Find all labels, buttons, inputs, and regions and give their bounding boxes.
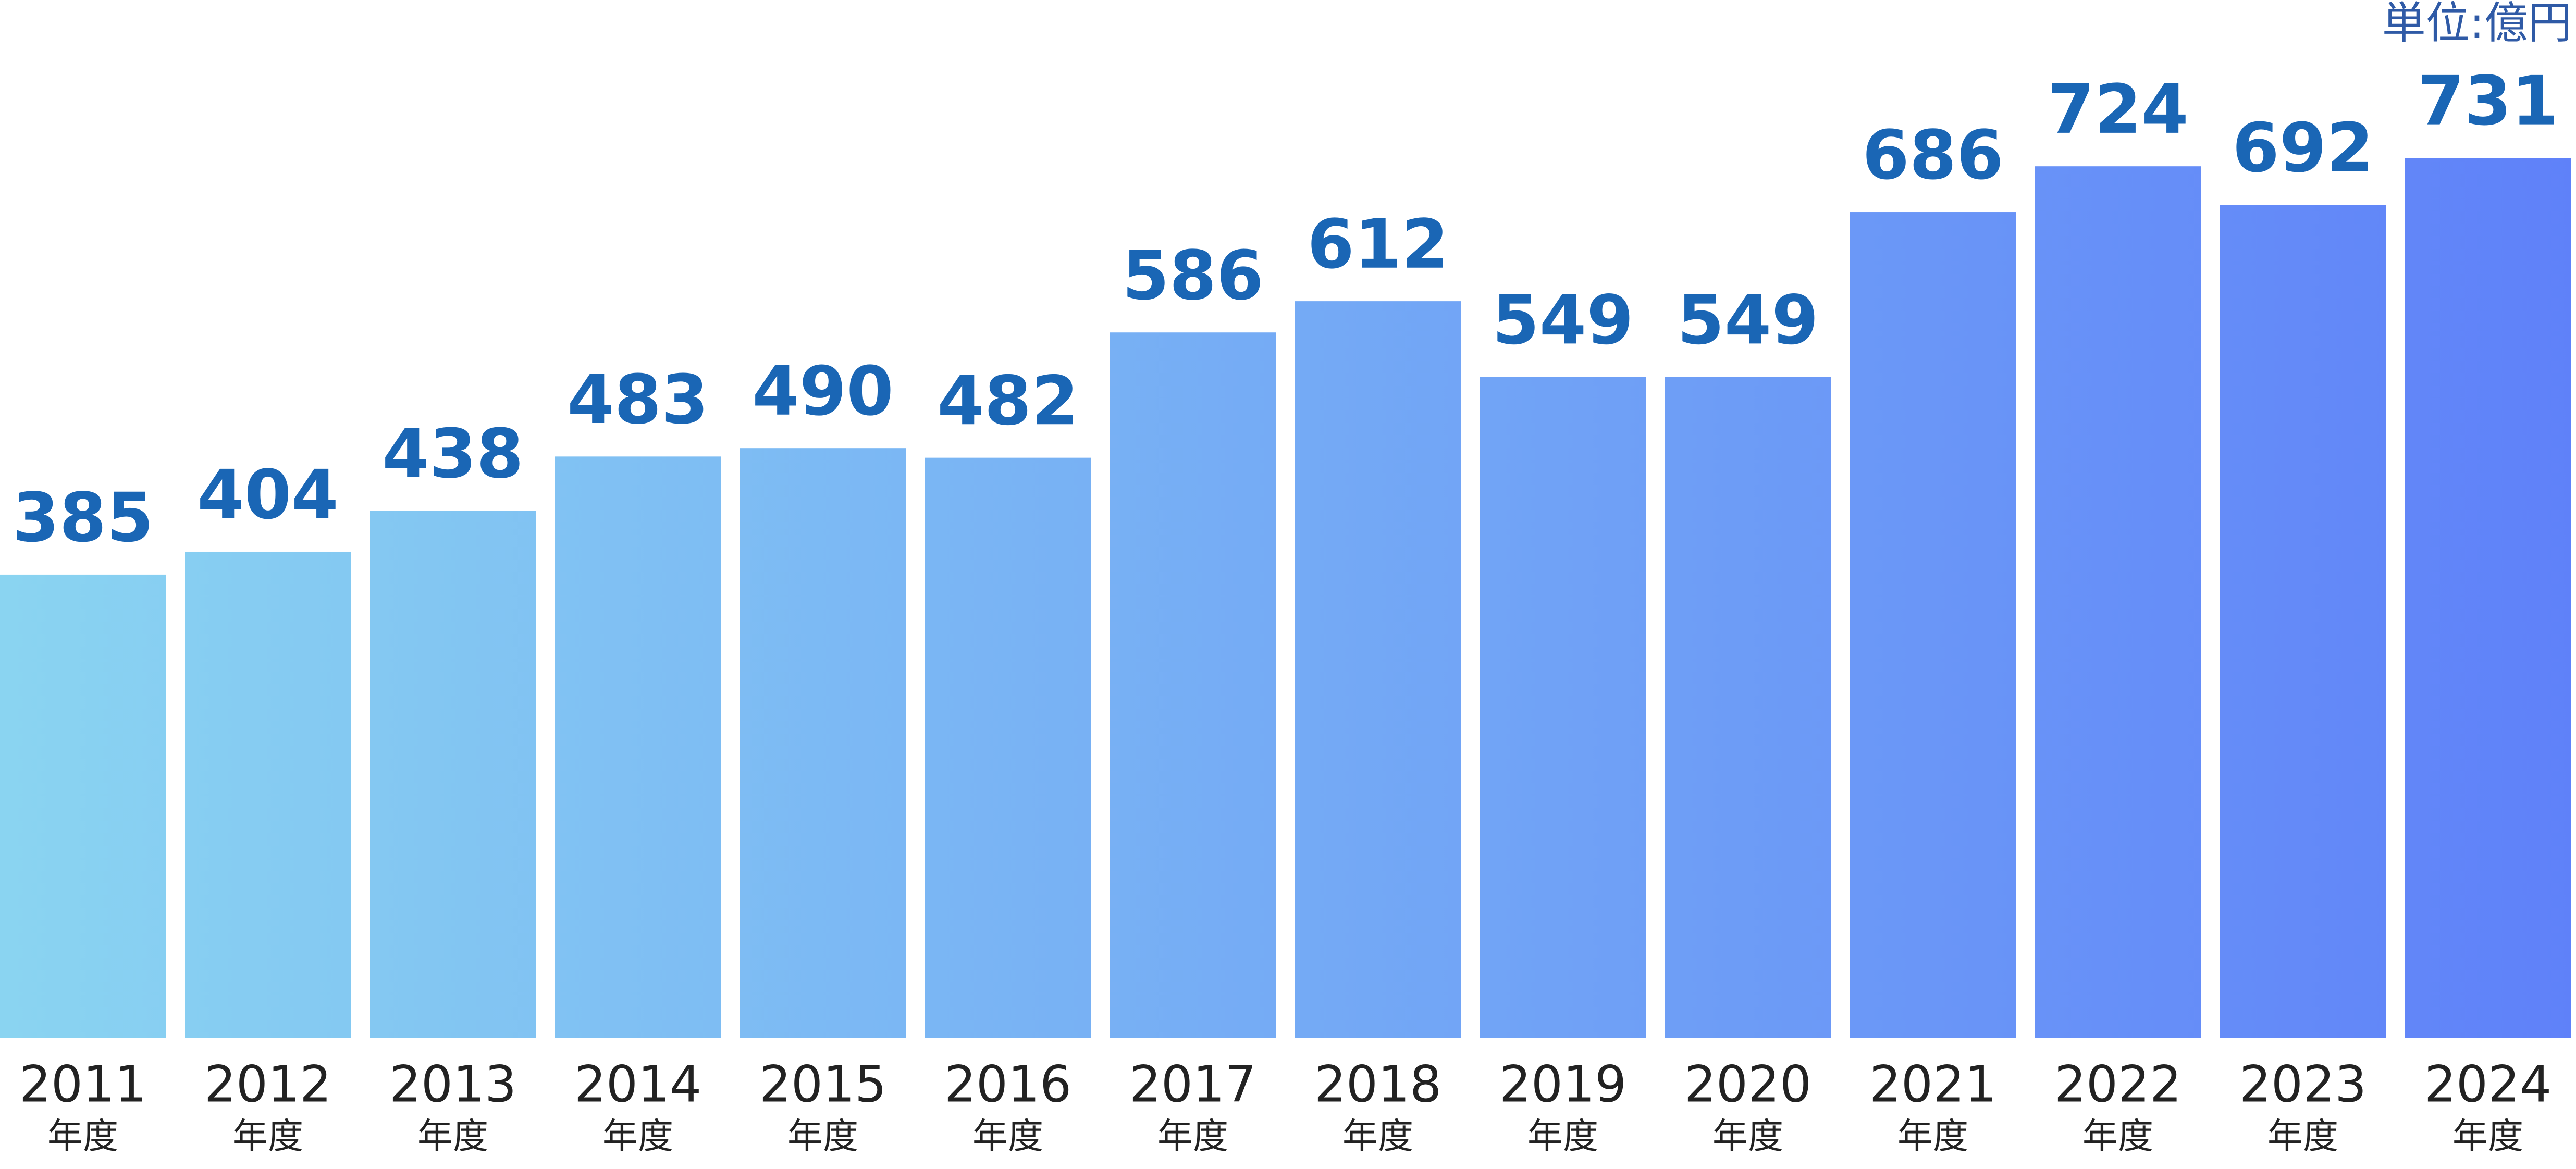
value-label: 586 (1122, 236, 1263, 315)
x-tick-suffix: 年度 (47, 1116, 118, 1158)
x-tick-suffix: 年度 (602, 1116, 673, 1158)
x-tick-label: 2020 (1684, 1055, 1811, 1113)
bar (925, 457, 1091, 1038)
bar (370, 511, 536, 1038)
value-label: 612 (1307, 205, 1448, 284)
x-tick-label: 2014 (574, 1055, 701, 1113)
x-tick-suffix: 年度 (2267, 1116, 2338, 1158)
value-label: 404 (197, 455, 338, 534)
bar (2035, 166, 2201, 1038)
x-tick-suffix: 年度 (1712, 1116, 1783, 1158)
bar (555, 456, 721, 1038)
x-tick-label: 2023 (2239, 1055, 2367, 1113)
x-tick-label: 2022 (2054, 1055, 2181, 1113)
x-tick-label: 2011 (19, 1055, 146, 1113)
value-label: 490 (752, 352, 893, 431)
value-label: 482 (937, 361, 1078, 440)
value-label: 692 (2232, 108, 2373, 188)
bar (740, 448, 906, 1039)
x-tick-suffix: 年度 (1897, 1116, 1968, 1158)
x-tick-label: 2021 (1869, 1055, 1996, 1113)
x-tick-suffix: 年度 (417, 1116, 488, 1158)
bar (2220, 205, 2386, 1038)
x-tick-label: 2024 (2424, 1055, 2552, 1113)
value-label: 438 (382, 414, 523, 493)
bar (1665, 377, 1831, 1038)
value-label: 385 (12, 478, 153, 557)
x-tick-label: 2015 (759, 1055, 886, 1113)
bar (185, 551, 351, 1038)
x-tick-suffix: 年度 (1342, 1116, 1413, 1158)
x-tick-suffix: 年度 (1527, 1116, 1598, 1158)
x-tick-suffix: 年度 (972, 1116, 1043, 1158)
x-tick-label: 2016 (944, 1055, 1071, 1113)
x-tick-label: 2019 (1499, 1055, 1626, 1113)
value-label: 549 (1677, 280, 1818, 359)
x-tick-suffix: 年度 (2452, 1116, 2523, 1158)
value-label: 686 (1862, 116, 2003, 195)
x-tick-suffix: 年度 (2082, 1116, 2153, 1158)
bar (1850, 212, 2016, 1039)
bar (1295, 301, 1461, 1039)
value-label: 483 (567, 360, 708, 439)
x-tick-label: 2012 (204, 1055, 331, 1113)
x-tick-suffix: 年度 (1157, 1116, 1228, 1158)
x-tick-label: 2013 (389, 1055, 516, 1113)
bar (2405, 158, 2571, 1038)
x-tick-label: 2017 (1129, 1055, 1256, 1113)
value-label: 724 (2047, 70, 2188, 149)
x-tick-label: 2018 (1314, 1055, 1441, 1113)
bar (0, 574, 166, 1038)
x-tick-suffix: 年度 (787, 1116, 858, 1158)
bar (1480, 377, 1646, 1038)
unit-label: 単位:億円 (2382, 0, 2572, 48)
value-label: 549 (1492, 280, 1633, 359)
x-tick-suffix: 年度 (232, 1116, 303, 1158)
value-label: 731 (2417, 61, 2558, 141)
bar (1110, 332, 1276, 1038)
